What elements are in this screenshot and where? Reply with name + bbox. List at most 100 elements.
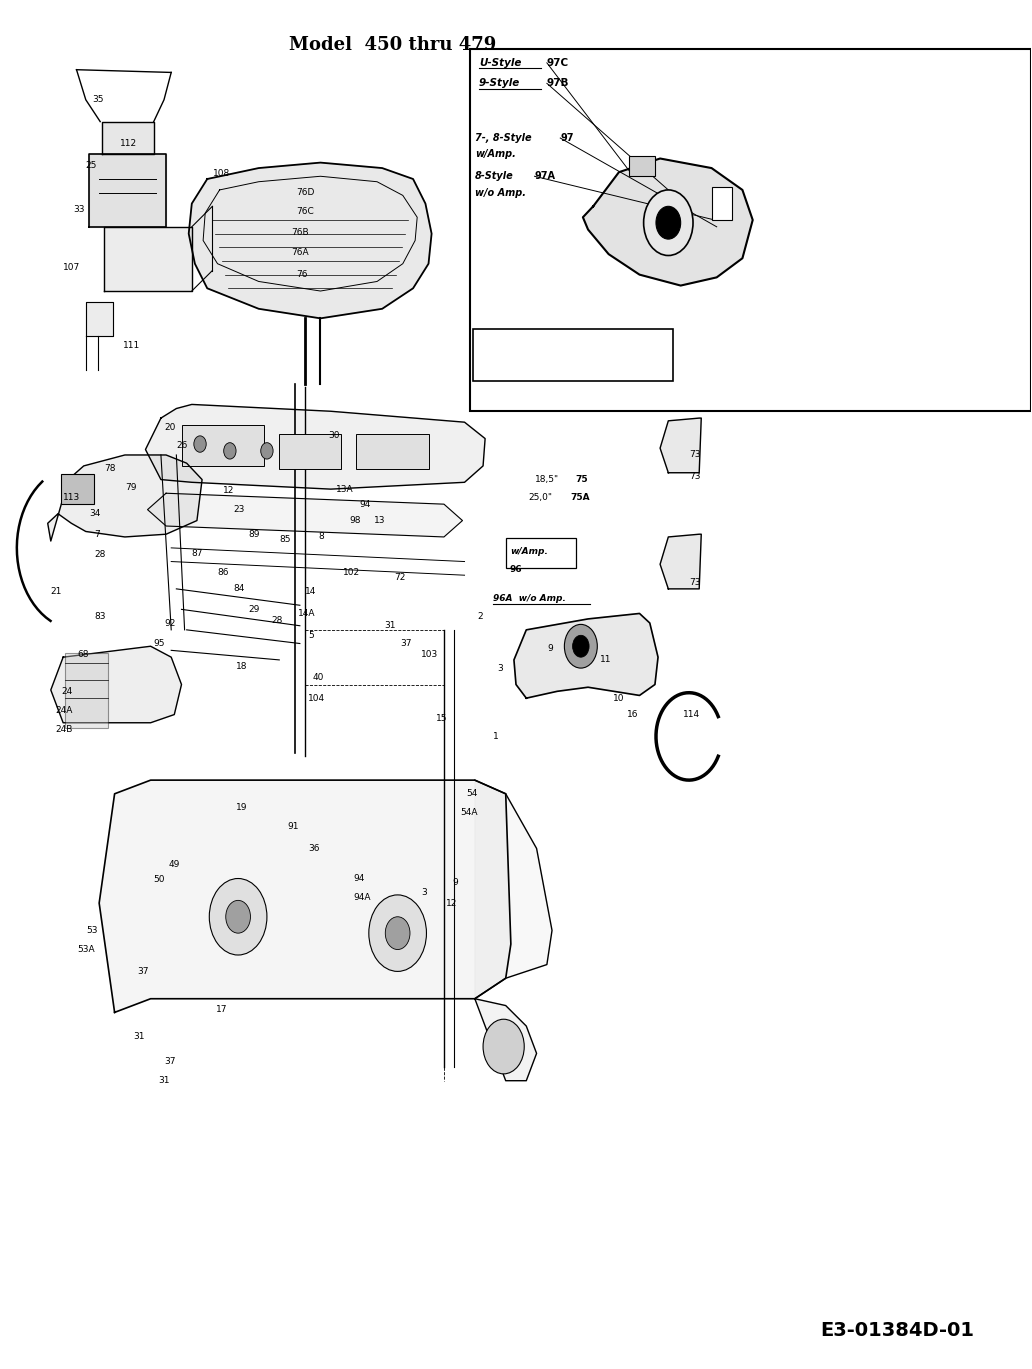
Text: 37: 37 [164, 1057, 175, 1066]
Text: 19: 19 [236, 804, 248, 812]
Text: 11: 11 [601, 656, 612, 664]
Text: 54A: 54A [460, 809, 478, 817]
Text: 8: 8 [319, 533, 324, 542]
Bar [280, 434, 341, 468]
Text: 26: 26 [176, 441, 188, 450]
Text: 76A: 76A [292, 248, 310, 257]
Text: 108: 108 [214, 168, 231, 178]
Text: 75: 75 [576, 475, 588, 485]
Circle shape [209, 879, 267, 956]
Text: 25,0": 25,0" [528, 493, 552, 502]
Polygon shape [583, 159, 752, 286]
Text: 102: 102 [343, 568, 360, 576]
Text: 24B: 24B [55, 726, 72, 734]
Text: 15: 15 [436, 715, 447, 723]
Text: 73: 73 [689, 472, 701, 482]
Text: 25: 25 [86, 160, 97, 170]
Text: 113: 113 [63, 493, 80, 502]
Polygon shape [660, 418, 702, 472]
Text: 13A: 13A [335, 485, 354, 494]
Text: 20: 20 [164, 423, 175, 433]
Circle shape [226, 901, 251, 934]
Text: 3: 3 [421, 887, 427, 897]
Circle shape [656, 207, 681, 240]
Text: 85: 85 [280, 535, 291, 545]
Text: 37: 37 [137, 967, 149, 976]
Circle shape [483, 1020, 524, 1073]
Text: w/o Amp.: w/o Amp. [475, 188, 526, 197]
Text: 9-Style: 9-Style [479, 78, 520, 89]
Text: 31: 31 [133, 1032, 144, 1042]
Text: 29: 29 [249, 605, 260, 613]
Text: 68: 68 [77, 650, 89, 658]
Polygon shape [99, 780, 511, 1013]
Text: 72: 72 [394, 574, 406, 582]
Text: 89: 89 [249, 530, 260, 539]
Polygon shape [47, 455, 202, 541]
Text: 83: 83 [94, 612, 105, 620]
Text: 73: 73 [689, 450, 701, 460]
Circle shape [368, 895, 426, 972]
Text: 76B: 76B [292, 227, 310, 237]
Text: 9: 9 [547, 645, 552, 653]
Text: 17: 17 [216, 1005, 227, 1014]
Polygon shape [104, 227, 192, 292]
Text: 7: 7 [94, 530, 100, 539]
Text: 53A: 53A [77, 945, 95, 954]
Text: 75A: 75A [571, 493, 590, 502]
Text: 54: 54 [466, 790, 478, 798]
Text: 97: 97 [560, 133, 574, 142]
Text: 97C: 97C [547, 57, 569, 68]
Bar [470, 49, 1031, 411]
Text: 12: 12 [223, 486, 234, 496]
Polygon shape [475, 780, 552, 999]
Text: w/Amp.: w/Amp. [510, 548, 548, 556]
Text: 94: 94 [359, 500, 370, 509]
Text: 24: 24 [61, 687, 72, 695]
Text: 23: 23 [233, 505, 245, 515]
Text: 8-Style: 8-Style [475, 171, 514, 181]
Text: 79: 79 [125, 483, 136, 493]
Text: 18,5": 18,5" [535, 475, 558, 485]
Text: 49: 49 [168, 860, 180, 869]
Text: 92: 92 [164, 619, 175, 627]
Bar [356, 434, 428, 468]
Text: Model  450 thru 479: Model 450 thru 479 [289, 36, 496, 53]
Polygon shape [660, 534, 702, 589]
Text: 76: 76 [296, 270, 308, 279]
Text: 114: 114 [683, 711, 700, 719]
Text: 12: 12 [446, 898, 457, 908]
Text: 95: 95 [154, 639, 165, 648]
Polygon shape [51, 646, 182, 723]
Polygon shape [102, 122, 154, 155]
Text: 86: 86 [218, 568, 229, 576]
Bar [473, 330, 674, 381]
Polygon shape [475, 999, 537, 1080]
Text: 73: 73 [689, 578, 701, 586]
Text: w/Amp.: w/Amp. [475, 149, 516, 159]
Text: 5: 5 [309, 631, 314, 639]
Text: 18: 18 [236, 663, 248, 671]
Circle shape [573, 635, 589, 657]
Text: 37: 37 [400, 639, 412, 648]
Text: E3-01384D-01: E3-01384D-01 [819, 1321, 974, 1340]
Text: 94A: 94A [353, 893, 370, 902]
Polygon shape [148, 493, 462, 537]
Text: 97B: 97B [547, 78, 570, 89]
Text: 107: 107 [63, 263, 80, 272]
Text: 3: 3 [497, 664, 504, 672]
Text: 76C: 76C [296, 207, 314, 216]
Text: 53: 53 [86, 925, 97, 935]
Text: 10: 10 [613, 694, 624, 702]
Text: 40: 40 [313, 674, 324, 682]
Text: 24A: 24A [55, 706, 72, 715]
Bar [506, 538, 576, 568]
Text: 76D: 76D [296, 188, 314, 197]
Text: 98: 98 [349, 516, 361, 526]
Text: 13: 13 [374, 516, 386, 526]
Text: 31: 31 [384, 622, 395, 630]
Text: 2: 2 [477, 612, 483, 620]
Text: 1: 1 [493, 732, 499, 741]
Text: 36: 36 [309, 843, 320, 853]
Text: 97A: 97A [535, 171, 555, 181]
